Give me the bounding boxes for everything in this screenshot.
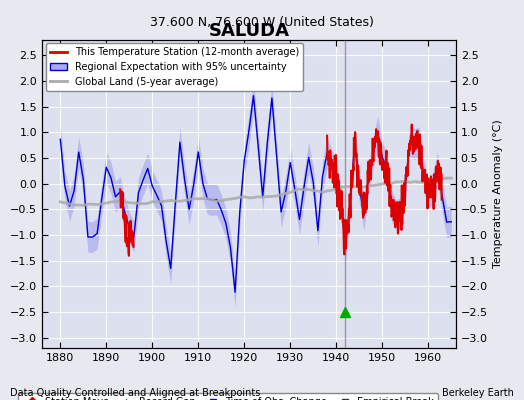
Y-axis label: Temperature Anomaly (°C): Temperature Anomaly (°C) <box>494 120 504 268</box>
Text: Data Quality Controlled and Aligned at Breakpoints: Data Quality Controlled and Aligned at B… <box>10 388 261 398</box>
Title: SALUDA: SALUDA <box>209 22 289 40</box>
Text: 37.600 N, 76.600 W (United States): 37.600 N, 76.600 W (United States) <box>150 16 374 29</box>
Text: Berkeley Earth: Berkeley Earth <box>442 388 514 398</box>
Legend: Station Move, Record Gap, Time of Obs. Change, Empirical Break: Station Move, Record Gap, Time of Obs. C… <box>18 393 438 400</box>
